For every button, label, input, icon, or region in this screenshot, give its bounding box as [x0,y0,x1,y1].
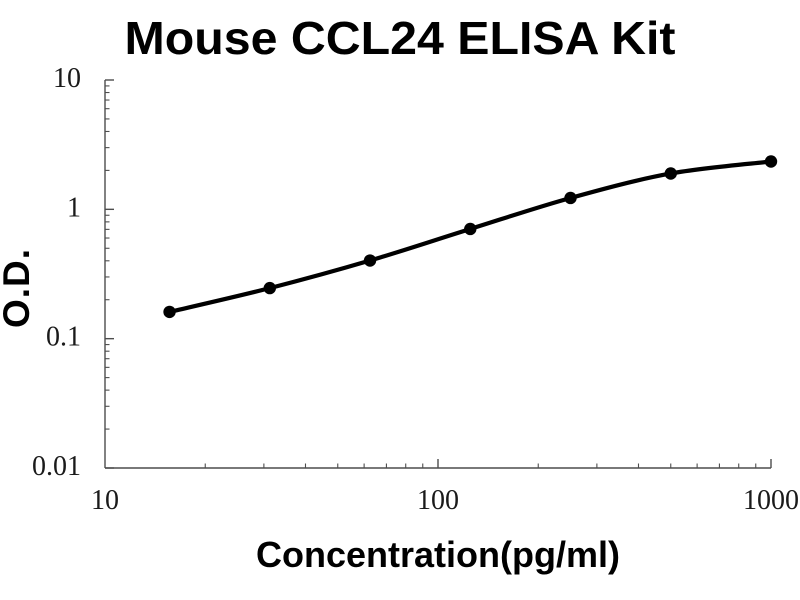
svg-text:100: 100 [417,485,459,516]
svg-text:10: 10 [91,485,119,516]
svg-text:0.1: 0.1 [46,322,81,353]
svg-text:1000: 1000 [743,485,799,516]
svg-text:0.01: 0.01 [32,451,81,482]
svg-text:10: 10 [53,63,81,94]
svg-text:1: 1 [67,192,81,223]
